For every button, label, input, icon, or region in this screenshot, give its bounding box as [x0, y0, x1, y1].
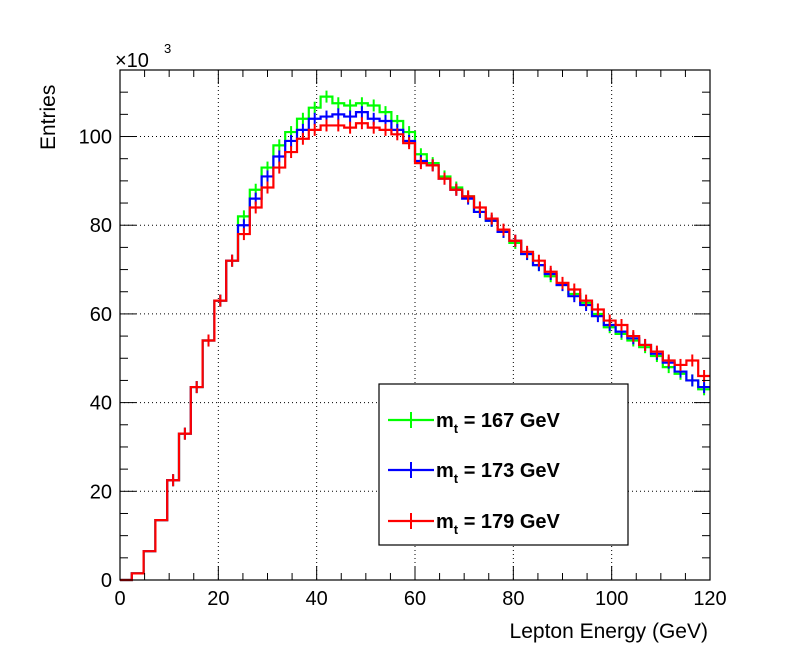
legend-label: mt = 173 GeV [436, 460, 561, 486]
series-layer [120, 90, 710, 582]
y-tick-label: 0 [101, 570, 112, 592]
x-tick-label: 20 [207, 588, 229, 610]
legend-label: mt = 167 GeV [436, 410, 561, 436]
x-tick-labels: 0 20 40 60 80 100 120 [114, 588, 726, 610]
y-tick-label: 80 [90, 215, 112, 237]
axis-ticks [119, 69, 711, 581]
y-tick-labels: 0 20 40 60 80 100 [79, 127, 112, 592]
y-tick-label: 60 [90, 304, 112, 326]
y-axis-title: Entries [37, 85, 60, 150]
legend-box [378, 383, 629, 546]
series-line [120, 122, 710, 582]
x-tick-label: 100 [595, 588, 628, 610]
y-tick-label: 100 [79, 127, 112, 149]
y-multiplier-base: ×10 [115, 50, 149, 72]
x-tick-label: 0 [114, 588, 125, 610]
x-tick-label: 80 [502, 588, 524, 610]
series-3 [120, 117, 710, 582]
y-tick-label: 40 [90, 393, 112, 415]
legend: mt = 167 GeV mt = 173 GeV mt = 179 GeV [378, 383, 629, 546]
y-tick-label: 20 [90, 481, 112, 503]
x-tick-label: 40 [306, 588, 328, 610]
x-tick-label: 120 [693, 588, 726, 610]
legend-label: mt = 179 GeV [436, 511, 561, 537]
y-multiplier-exponent: 3 [164, 41, 171, 56]
x-axis-title: Lepton Energy (GeV) [510, 620, 708, 643]
x-tick-label: 60 [404, 588, 426, 610]
